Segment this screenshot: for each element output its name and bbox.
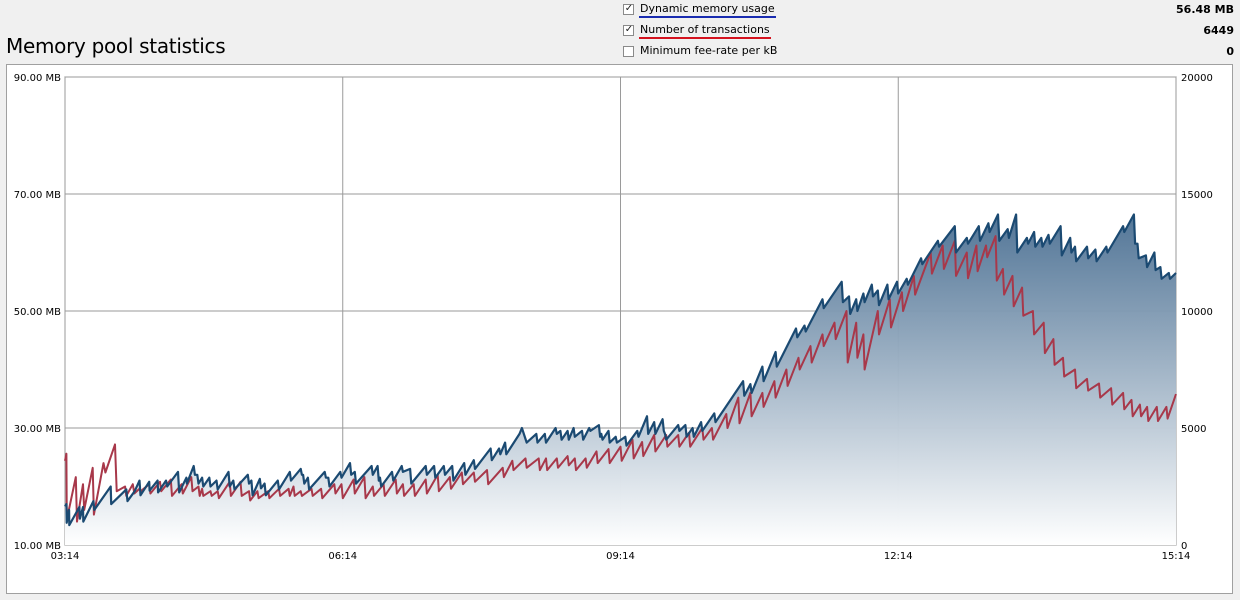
- y-left-tick-label: 50.00 MB: [14, 307, 61, 318]
- y-axis-left-ticks: 10.00 MB 30.00 MB 50.00 MB 70.00 MB 90.00 MB: [14, 73, 61, 552]
- y-right-tick-label: 15000: [1181, 190, 1213, 201]
- transactions-line: [64, 235, 1177, 523]
- x-tick-label: 12:14: [884, 551, 913, 562]
- y-right-tick-label: 0: [1181, 541, 1187, 552]
- transactions-checkbox[interactable]: [623, 24, 634, 36]
- y-left-tick-label: 10.00 MB: [14, 541, 61, 552]
- x-tick-label: 09:14: [606, 551, 635, 562]
- memory-checkbox[interactable]: [623, 3, 634, 15]
- legend-item-feerate[interactable]: Minimum fee-rate per kB: [623, 43, 777, 59]
- legend-label-transactions: Number of transactions: [640, 23, 770, 36]
- legend-underline-transactions: [639, 37, 771, 39]
- y-right-tick-label: 10000: [1181, 307, 1213, 318]
- feerate-value: 0: [1226, 44, 1234, 58]
- x-tick-label: 06:14: [328, 551, 357, 562]
- memory-value: 56.48 MB: [1176, 2, 1234, 16]
- chart-frame: 03:14 06:14 09:14 12:14 15:14 10.00 MB 30.00 …: [6, 64, 1233, 594]
- y-right-tick-label: 5000: [1181, 424, 1206, 435]
- y-axis-right-ticks: 0 5000 10000 15000 20000: [1181, 73, 1213, 552]
- feerate-checkbox[interactable]: [623, 45, 634, 57]
- y-right-tick-label: 20000: [1181, 73, 1213, 84]
- legend-item-memory[interactable]: Dynamic memory usage: [623, 1, 776, 18]
- memory-area-fill: [65, 214, 1176, 545]
- x-tick-label: 03:14: [51, 551, 80, 562]
- memory-pool-chart: 03:14 06:14 09:14 12:14 15:14 10.00 MB 30.00 …: [14, 73, 1213, 562]
- page-title: Memory pool statistics: [6, 34, 226, 58]
- y-left-tick-label: 30.00 MB: [14, 424, 61, 435]
- y-left-tick-label: 90.00 MB: [14, 73, 61, 84]
- x-axis-ticks: 03:14 06:14 09:14 12:14 15:14: [51, 551, 1191, 562]
- legend-underline-memory: [639, 16, 776, 18]
- y-left-tick-label: 70.00 MB: [14, 190, 61, 201]
- legend-label-memory: Dynamic memory usage: [640, 2, 775, 15]
- transactions-value: 6449: [1203, 23, 1234, 37]
- legend-label-feerate: Minimum fee-rate per kB: [640, 44, 778, 57]
- memory-line: [64, 213, 1177, 527]
- legend-item-transactions[interactable]: Number of transactions: [623, 22, 771, 39]
- x-tick-label: 15:14: [1162, 551, 1191, 562]
